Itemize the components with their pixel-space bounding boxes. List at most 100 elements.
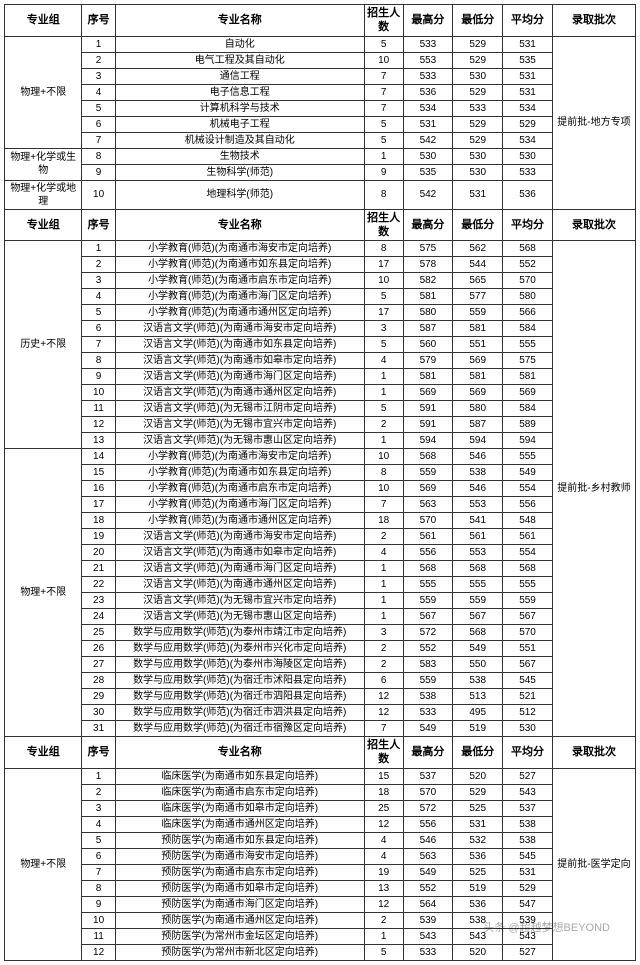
idx-cell: 1	[82, 768, 115, 784]
name-cell: 临床医学(为南通市通州区定向培养)	[115, 816, 364, 832]
max-cell: 533	[403, 68, 453, 84]
name-cell: 汉语言文学(师范)(为南通市海门区定向培养)	[115, 561, 364, 577]
min-cell: 519	[453, 721, 503, 737]
count-cell: 8	[364, 465, 403, 481]
name-cell: 通信工程	[115, 68, 364, 84]
idx-cell: 30	[82, 705, 115, 721]
name-cell: 汉语言文学(师范)(为南通市如皋市定向培养)	[115, 545, 364, 561]
max-cell: 567	[403, 609, 453, 625]
max-cell: 555	[403, 577, 453, 593]
table-row: 10汉语言文学(师范)(为南通市通州区定向培养)1569569569	[5, 385, 636, 401]
col-header-idx: 序号	[82, 5, 115, 37]
name-cell: 小学教育(师范)(为南通市海门区定向培养)	[115, 289, 364, 305]
max-cell: 533	[403, 705, 453, 721]
table-row: 5计算机科学与技术7534533534	[5, 100, 636, 116]
name-cell: 小学教育(师范)(为南通市通州区定向培养)	[115, 513, 364, 529]
name-cell: 预防医学(为常州市新北区定向培养)	[115, 944, 364, 960]
idx-cell: 25	[82, 625, 115, 641]
count-cell: 25	[364, 800, 403, 816]
table-row: 18小学教育(师范)(为南通市通州区定向培养)18570541548	[5, 513, 636, 529]
table-row: 物理+不限14小学教育(师范)(为南通市海安市定向培养)10568546555	[5, 449, 636, 465]
count-cell: 10	[364, 273, 403, 289]
table-row: 3临床医学(为南通市如皋市定向培养)25572525537	[5, 800, 636, 816]
count-cell: 12	[364, 896, 403, 912]
count-cell: 5	[364, 132, 403, 148]
idx-cell: 1	[82, 36, 115, 52]
col-header-min: 最低分	[453, 5, 503, 37]
count-cell: 7	[364, 100, 403, 116]
name-cell: 预防医学(为南通市如东县定向培养)	[115, 832, 364, 848]
col-header-count: 招生人数	[364, 209, 403, 241]
idx-cell: 11	[82, 928, 115, 944]
min-cell: 520	[453, 768, 503, 784]
avg-cell: 545	[503, 673, 553, 689]
max-cell: 564	[403, 896, 453, 912]
idx-cell: 8	[82, 353, 115, 369]
min-cell: 531	[453, 180, 503, 209]
avg-cell: 568	[503, 241, 553, 257]
max-cell: 533	[403, 36, 453, 52]
count-cell: 10	[364, 449, 403, 465]
min-cell: 581	[453, 369, 503, 385]
max-cell: 549	[403, 864, 453, 880]
min-cell: 529	[453, 784, 503, 800]
table-row: 23汉语言文学(师范)(为无锡市宜兴市定向培养)1559559559	[5, 593, 636, 609]
min-cell: 577	[453, 289, 503, 305]
min-cell: 541	[453, 513, 503, 529]
min-cell: 529	[453, 36, 503, 52]
group-cell: 物理+化学或地理	[5, 180, 82, 209]
count-cell: 4	[364, 832, 403, 848]
idx-cell: 27	[82, 657, 115, 673]
idx-cell: 15	[82, 465, 115, 481]
avg-cell: 531	[503, 36, 553, 52]
col-header-name: 专业名称	[115, 209, 364, 241]
count-cell: 13	[364, 880, 403, 896]
table-row: 20汉语言文学(师范)(为南通市如皋市定向培养)4556553554	[5, 545, 636, 561]
group-cell: 历史+不限	[5, 241, 82, 449]
table-row: 15小学教育(师范)(为南通市如东县定向培养)8559538549	[5, 465, 636, 481]
count-cell: 7	[364, 497, 403, 513]
count-cell: 12	[364, 705, 403, 721]
avg-cell: 554	[503, 481, 553, 497]
idx-cell: 2	[82, 257, 115, 273]
count-cell: 12	[364, 689, 403, 705]
name-cell: 汉语言文学(师范)(为南通市如东县定向培养)	[115, 337, 364, 353]
min-cell: 530	[453, 148, 503, 164]
avg-cell: 551	[503, 641, 553, 657]
avg-cell: 530	[503, 148, 553, 164]
max-cell: 587	[403, 321, 453, 337]
count-cell: 2	[364, 641, 403, 657]
avg-cell: 547	[503, 896, 553, 912]
table-row: 4电子信息工程7536529531	[5, 84, 636, 100]
name-cell: 预防医学(为南通市启东市定向培养)	[115, 864, 364, 880]
count-cell: 2	[364, 417, 403, 433]
table-row: 28数学与应用数学(师范)(为宿迁市沭阳县定向培养)6559538545	[5, 673, 636, 689]
table-row: 物理+化学或生物8生物技术1530530530	[5, 148, 636, 164]
min-cell: 538	[453, 673, 503, 689]
col-header-avg: 平均分	[503, 737, 553, 769]
idx-cell: 17	[82, 497, 115, 513]
count-cell: 4	[364, 848, 403, 864]
min-cell: 553	[453, 497, 503, 513]
min-cell: 587	[453, 417, 503, 433]
avg-cell: 533	[503, 164, 553, 180]
name-cell: 机械电子工程	[115, 116, 364, 132]
table-row: 物理+化学或地理10地理科学(师范)8542531536	[5, 180, 636, 209]
count-cell: 18	[364, 784, 403, 800]
avg-cell: 521	[503, 689, 553, 705]
name-cell: 数学与应用数学(师范)(为泰州市兴化市定向培养)	[115, 641, 364, 657]
table-row: 6汉语言文学(师范)(为南通市海安市定向培养)3587581584	[5, 321, 636, 337]
max-cell: 542	[403, 132, 453, 148]
min-cell: 555	[453, 577, 503, 593]
count-cell: 5	[364, 289, 403, 305]
count-cell: 8	[364, 241, 403, 257]
max-cell: 559	[403, 593, 453, 609]
count-cell: 1	[364, 609, 403, 625]
avg-cell: 570	[503, 625, 553, 641]
max-cell: 561	[403, 529, 453, 545]
min-cell: 525	[453, 800, 503, 816]
idx-cell: 4	[82, 816, 115, 832]
table-row: 21汉语言文学(师范)(为南通市海门区定向培养)1568568568	[5, 561, 636, 577]
max-cell: 559	[403, 673, 453, 689]
batch-cell: 提前批-医学定向	[552, 768, 635, 960]
